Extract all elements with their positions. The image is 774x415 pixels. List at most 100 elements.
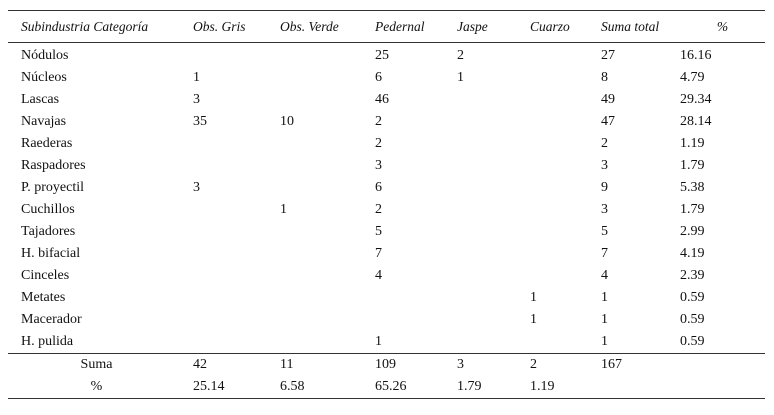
cell: 4 [601,268,608,283]
cell: 28.14 [680,114,712,129]
cell [185,221,272,243]
cell: 1 [601,290,608,305]
column-header: Subindustria Categoría [8,10,185,43]
cell [185,243,272,265]
footer-row: % 25.14 6.58 65.26 1.79 1.19 [8,376,765,399]
column-header: Jaspe [449,10,522,43]
header-row: Subindustria Categoría Obs. Gris Obs. Verd… [8,10,765,43]
footer-cell: 1.79 [449,376,522,399]
cell [185,199,272,221]
cell: 29.34 [680,92,712,107]
cell: 46 [375,92,389,107]
cell: 47 [601,114,615,129]
footer-cell [593,376,672,399]
cell: 0.59 [672,331,765,354]
footer-label: Suma [80,357,113,372]
cell [185,133,272,155]
cell: 1 [601,312,608,327]
row-label: Lascas [21,92,60,107]
cell [272,155,367,177]
row-label: Nódulos [21,48,69,63]
table-row: Lascas 3 46 49 29.34 [8,89,765,111]
cell [367,287,449,309]
cell: 3 [193,92,200,107]
cell [272,89,367,111]
cell [185,43,272,68]
row-label: Raederas [21,136,73,151]
cell: 4.19 [680,246,705,261]
cell: 3 [193,180,200,195]
cell: 1 [530,290,537,305]
table-body: Nódulos 25 2 27 16.16 Núcleos 1 6 1 8 4.79 Lascas 3 4… [8,43,765,354]
row-label: P. proyectil [21,180,84,195]
cell: 5 [601,224,608,239]
cell [449,309,522,331]
cell [449,89,522,111]
table-row: H. bifacial 7 7 4.19 [8,243,765,265]
table-row: Macerador 1 1 0.59 [8,309,765,331]
cell [272,331,367,354]
cell [522,111,593,133]
cell [449,287,522,309]
cell: 35 [193,114,207,129]
cell [522,133,593,155]
cell: 1 [593,331,672,354]
table-row: H. pulida 1 1 0.59 [8,331,765,354]
cell [449,221,522,243]
cell: 1.79 [680,158,705,173]
cell [449,177,522,199]
cell: 2 [375,202,382,217]
cell: 2.99 [680,224,705,239]
cell: 1 [367,331,449,354]
column-header: Suma total [593,10,672,43]
row-label: Raspadores [21,158,86,173]
footer-cell: 25.14 [185,376,272,399]
cell: 1.19 [680,136,705,151]
table-row: Metates 1 1 0.59 [8,287,765,309]
footer-cell: 109 [375,357,396,372]
column-header: Obs. Verde [272,10,367,43]
cell: 2 [375,136,382,151]
cell: 9 [601,180,608,195]
column-header: % [672,10,765,43]
row-label: Metates [21,290,66,305]
footer-label: % [8,376,185,399]
cell: 8 [601,70,608,85]
cell [185,331,272,354]
cell [449,199,522,221]
cell: 2 [601,136,608,151]
cell: 3 [375,158,382,173]
footer-cell [672,376,765,399]
cell [522,67,593,89]
cell: 7 [601,246,608,261]
cell [272,221,367,243]
cell [522,43,593,68]
cell [272,133,367,155]
cell: 0.59 [680,290,705,305]
cell [185,287,272,309]
row-label: Macerador [21,312,82,327]
cell: 4 [375,268,382,283]
footer-cell: 2 [530,357,537,372]
footer-cell: 167 [601,357,622,372]
cell [272,43,367,68]
cell: 2 [375,114,382,129]
cell: 1 [280,202,287,217]
row-label: Navajas [21,114,67,129]
footer-cell: 6.58 [272,376,367,399]
cell [449,265,522,287]
table-row: Navajas 35 10 2 47 28.14 [8,111,765,133]
cell: 4.79 [680,70,705,85]
row-label: Cuchillos [21,202,75,217]
column-header: Cuarzo [522,10,593,43]
table-row: Núcleos 1 6 1 8 4.79 [8,67,765,89]
cell: 6 [375,180,382,195]
cell: 3 [601,158,608,173]
cell [449,155,522,177]
table-row: P. proyectil 3 6 9 5.38 [8,177,765,199]
cell [522,265,593,287]
footer-cell [672,354,765,377]
footer-cell: 1.19 [522,376,593,399]
cell: 16.16 [680,48,712,63]
cell: 49 [601,92,615,107]
